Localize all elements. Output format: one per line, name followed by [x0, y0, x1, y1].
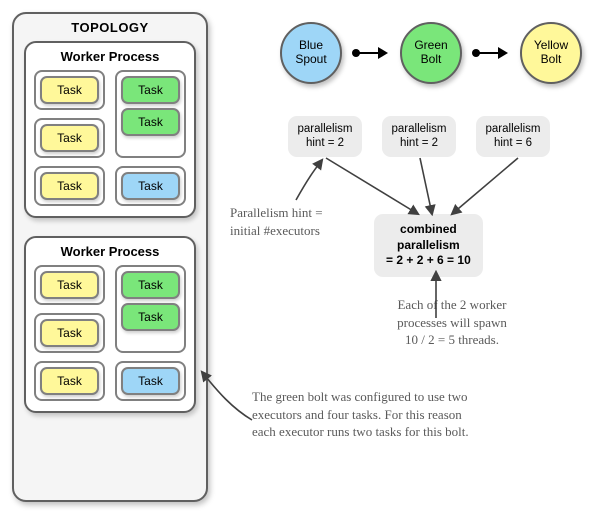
parallelism-hint: parallelismhint = 2 [382, 116, 456, 157]
task: Task [40, 172, 99, 200]
executor: Task [34, 313, 105, 353]
task: Task [40, 76, 99, 104]
task: Task [40, 367, 99, 395]
pipeline-arrow [476, 52, 506, 54]
pipeline-arrow [356, 52, 386, 54]
executor-grid: Task Task Task Task Task Task [34, 70, 186, 206]
worker-title: Worker Process [34, 49, 186, 64]
workers-container: Worker ProcessTaskTaskTaskTaskTaskTaskWo… [24, 41, 196, 413]
pipeline: BlueSpout GreenBolt YellowBolt [280, 22, 582, 84]
annotation-threads: Each of the 2 workerprocesses will spawn… [362, 296, 542, 349]
pipeline-node: YellowBolt [520, 22, 582, 84]
pipeline-node: GreenBolt [400, 22, 462, 84]
pipeline-node: BlueSpout [280, 22, 342, 84]
parallelism-hint: parallelismhint = 2 [288, 116, 362, 157]
task: Task [121, 172, 180, 200]
task: Task [40, 271, 99, 299]
topology-title: TOPOLOGY [24, 20, 196, 35]
executor: Task [34, 361, 105, 401]
parallelism-hints: parallelismhint = 2 parallelismhint = 2 pa… [288, 116, 550, 157]
executor: Task [34, 118, 105, 158]
executor: Task Task [115, 70, 186, 158]
executor: Task [34, 70, 105, 110]
worker-title: Worker Process [34, 244, 186, 259]
combined-line1: combined [400, 222, 457, 236]
annotation-parallelism-hint: Parallelism hint =initial #executors [230, 204, 360, 239]
executor: Task [115, 166, 186, 206]
task: Task [121, 76, 180, 104]
executor-grid: Task Task Task Task Task Task [34, 265, 186, 401]
worker-process: Worker Process Task Task Task Task Task Task [24, 41, 196, 218]
parallelism-hint: parallelismhint = 6 [476, 116, 550, 157]
task: Task [40, 319, 99, 347]
combined-line3: = 2 + 2 + 6 = 10 [386, 253, 471, 267]
worker-process: Worker Process Task Task Task Task Task Task [24, 236, 196, 413]
combined-line2: parallelism [397, 238, 460, 252]
executor: Task [115, 361, 186, 401]
task: Task [121, 303, 180, 331]
annotation-green-bolt: The green bolt was configured to use two… [252, 388, 582, 441]
combined-parallelism-box: combined parallelism = 2 + 2 + 6 = 10 [374, 214, 483, 277]
task: Task [121, 271, 180, 299]
executor: Task [34, 265, 105, 305]
task: Task [121, 367, 180, 395]
task: Task [40, 124, 99, 152]
executor: Task [34, 166, 105, 206]
task: Task [121, 108, 180, 136]
executor: Task Task [115, 265, 186, 353]
topology-panel: TOPOLOGY Worker ProcessTaskTaskTaskTaskT… [12, 12, 208, 502]
